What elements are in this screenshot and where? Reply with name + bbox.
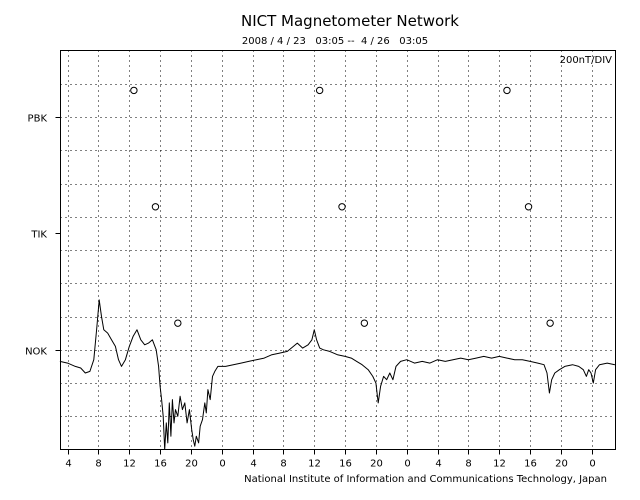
station-label: NOK [25,347,47,358]
x-ticks: 4 8 12 16 20 0 4 8 12 16 20 0 4 8 12 16 20 0 [65,449,596,470]
x-tick-label: 16 [339,459,352,470]
station-label: TIK [30,230,47,241]
x-tick-label: 8 [280,459,286,470]
station-label: PBK [28,114,48,125]
x-tick-label: 8 [465,459,471,470]
station-time-marker [174,319,182,327]
x-tick-label: 12 [493,459,506,470]
station-time-marker [151,203,160,211]
x-tick-label: 4 [65,459,71,470]
x-tick-label: 0 [589,459,595,470]
x-tick-label: 4 [250,459,256,470]
x-tick-label: 20 [370,459,383,470]
grid [60,50,616,450]
station-time-marker [524,203,533,211]
station-time-marker [338,203,346,211]
x-tick-label: 20 [185,459,198,470]
credit-text: National Institute of Information and Co… [244,474,607,485]
traces [59,299,616,450]
station-trace [59,299,616,450]
x-tick-label: 16 [524,459,537,470]
x-tick-label: 0 [404,459,410,470]
station-time-marker [360,319,369,327]
station-labels: PBK TIK NOK [25,114,61,358]
scale-label: 200nT/DIV [560,55,613,66]
x-tick-label: 12 [308,459,321,470]
station-time-marker [130,86,138,95]
x-tick-label: 8 [95,459,101,470]
x-tick-label: 0 [219,459,225,470]
x-tick-label: 12 [123,459,136,470]
station-time-marker [315,86,324,95]
x-tick-label: 4 [435,459,441,470]
chart-subtitle: 2008 / 4 / 23 03:05 -- 4 / 26 03:05 [242,36,428,47]
station-markers [130,86,554,327]
chart-title: NICT Magnetometer Network [241,12,459,30]
x-tick-label: 20 [555,459,568,470]
station-time-marker [546,319,554,327]
plot-frame [60,50,616,450]
station-time-marker [503,86,511,95]
x-tick-label: 16 [154,459,167,470]
